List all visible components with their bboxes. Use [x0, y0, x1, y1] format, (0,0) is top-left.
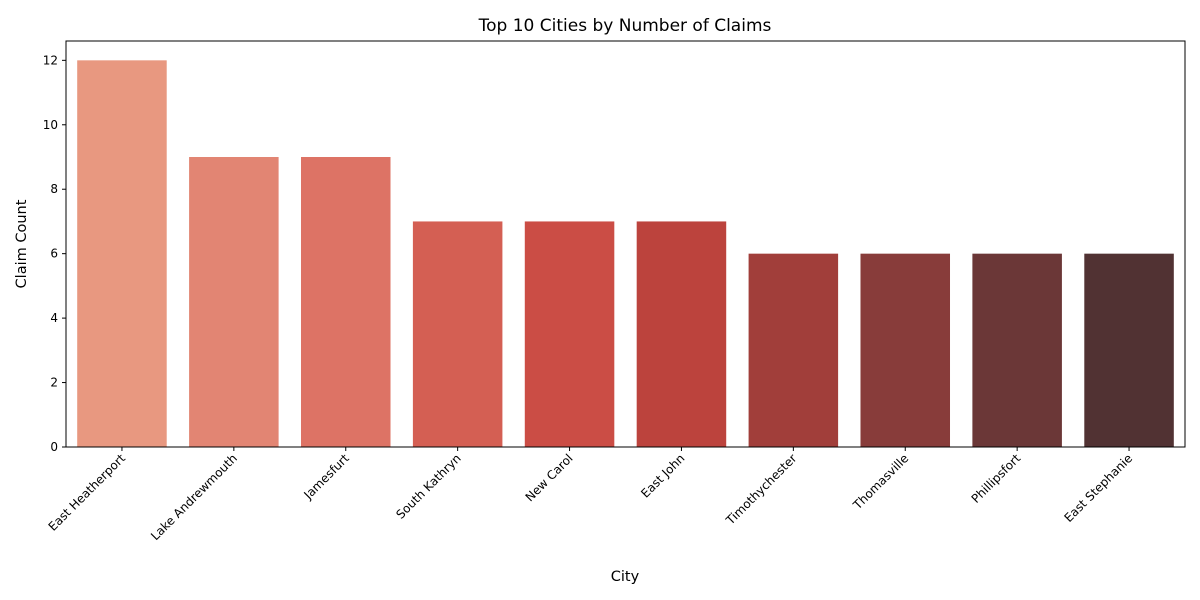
y-tick-label: 10: [43, 118, 58, 132]
plot-frame: [65, 40, 1186, 448]
y-tick-label: 6: [50, 247, 58, 261]
x-tick-label: East John: [638, 451, 687, 500]
bar-east-stephanie: [1084, 253, 1174, 447]
x-tick-label: Timothychester: [723, 451, 800, 528]
bar-east-heatherport: [77, 60, 167, 447]
bar-east-john: [636, 221, 727, 447]
x-tick-label: East Heatherport: [46, 451, 129, 534]
bar-new-carol: [524, 221, 615, 447]
bar-thomasville: [860, 253, 951, 447]
x-tick-label: Lake Andrewmouth: [148, 451, 240, 543]
bar-phillipsfort: [972, 253, 1062, 447]
y-tick-label: 0: [50, 440, 58, 454]
x-tick-label: New Carol: [523, 451, 576, 504]
y-tick-label: 12: [43, 53, 58, 67]
bar-lake-andrewmouth: [189, 157, 279, 447]
x-tick-label: Phillipsfort: [969, 451, 1024, 506]
chart-title: Top 10 Cities by Number of Claims: [478, 16, 772, 36]
x-tick-label: East Stephanie: [1061, 451, 1135, 525]
y-tick-label: 4: [50, 311, 58, 325]
bar-timothychester: [748, 253, 839, 447]
bar-jamesfurt: [300, 157, 391, 447]
x-tick-label: Thomasville: [850, 451, 912, 513]
x-axis-label: City: [611, 569, 640, 585]
x-tick-label: Jamesfurt: [300, 451, 352, 503]
y-tick-label: 8: [50, 182, 58, 196]
y-tick-label: 2: [50, 376, 58, 390]
x-tick-label: South Kathryn: [393, 451, 463, 521]
y-axis-label: Claim Count: [14, 199, 30, 288]
bar-south-kathryn: [412, 221, 503, 447]
